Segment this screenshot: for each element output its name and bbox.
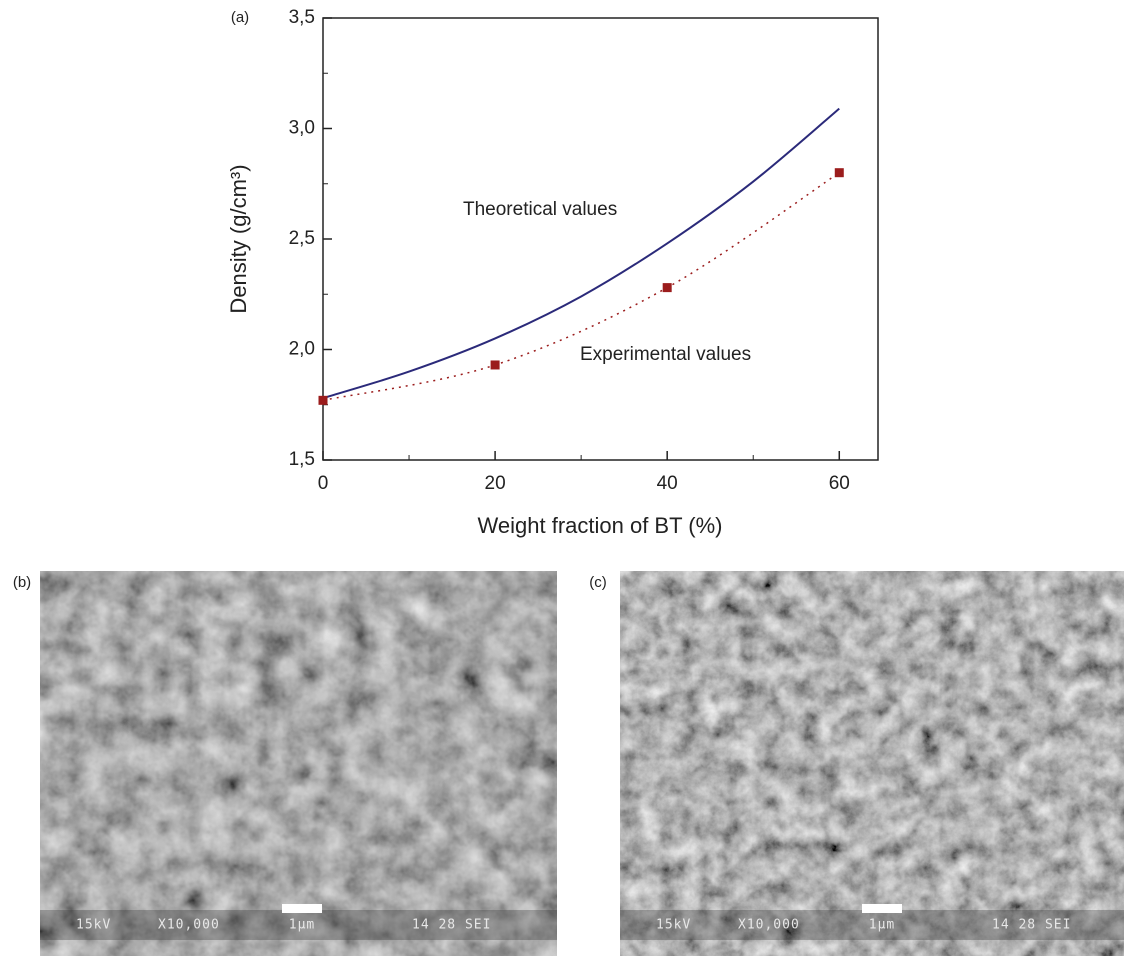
y-tick-label: 3,0: [289, 118, 315, 139]
data-point: [662, 283, 672, 293]
x-axis-label: Weight fraction of BT (%): [478, 513, 723, 538]
panel-label: (c): [589, 574, 607, 591]
data-point: [834, 168, 844, 178]
experimental-fit: [322, 172, 840, 402]
scale-bar: [282, 904, 322, 913]
data-point: [318, 395, 328, 405]
micrograph-info: 15kV: [76, 918, 111, 933]
y-tick-label: 3,5: [289, 7, 315, 28]
micrograph-c-texture: [620, 571, 1124, 956]
theoretical-line: [322, 107, 840, 400]
micrograph-info: 15kV: [656, 918, 691, 933]
info-bar: [40, 910, 557, 940]
data-point: [490, 360, 500, 370]
y-axis-label: Density (g/cm³): [226, 164, 251, 313]
x-tick-label: 60: [829, 473, 850, 494]
micrograph-info: 1μm: [869, 918, 895, 933]
x-tick-label: 40: [657, 473, 678, 494]
x-tick-label: 0: [318, 473, 329, 494]
micrograph-info: X10,000: [158, 918, 220, 933]
panel-label: (b): [13, 574, 31, 591]
panel-label: (a): [231, 9, 249, 26]
y-tick-label: 2,0: [289, 339, 315, 360]
micrograph-info: 1μm: [289, 918, 315, 933]
plot-frame: [322, 17, 879, 461]
micrograph-info: 14 28 SEI: [412, 918, 491, 933]
micrograph-info: 14 28 SEI: [992, 918, 1071, 933]
micrograph-info: X10,000: [738, 918, 800, 933]
y-tick-label: 2,5: [289, 228, 315, 249]
x-tick-label: 20: [485, 473, 506, 494]
info-bar: [620, 910, 1124, 940]
scale-bar: [862, 904, 902, 913]
micrograph-b-texture: [40, 571, 557, 956]
series-label: Experimental values: [580, 344, 751, 365]
y-tick-label: 1,5: [289, 449, 315, 470]
series-label: Theoretical values: [463, 199, 617, 220]
